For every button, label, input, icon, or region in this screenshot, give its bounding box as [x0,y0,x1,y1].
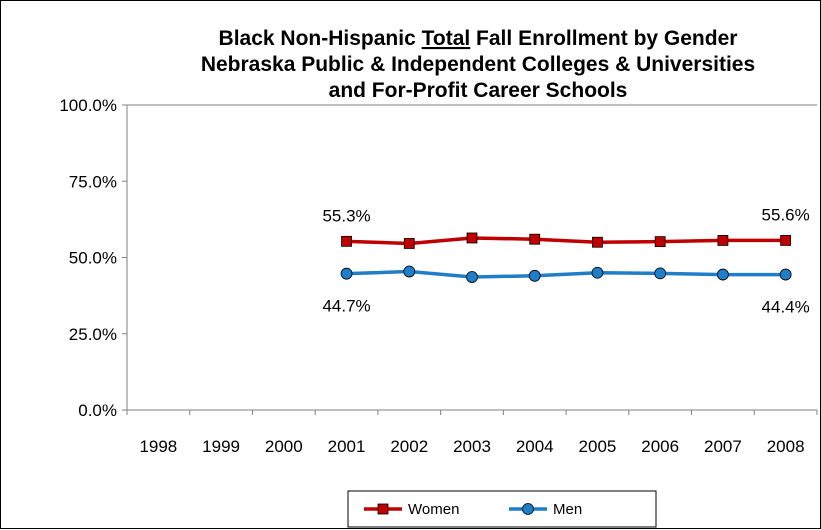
data-point-men [591,266,604,279]
data-point-women [341,235,352,247]
x-tick-label: 2001 [328,437,366,456]
data-point-women [592,236,603,248]
data-labels: 55.3% 55.6% 44.7% 44.4% [322,205,809,316]
x-tick-label: 2008 [767,437,805,456]
x-tick-label: 2003 [453,437,491,456]
x-tick-label: 2005 [579,437,617,456]
x-tick-label: 2000 [265,437,303,456]
data-point-men [779,268,792,281]
x-tick-label: 2006 [641,437,679,456]
y-tick-label: 25.0% [69,325,117,344]
series-men [340,265,792,283]
chart-title-line-3: and For-Profit Career Schools [329,79,628,102]
data-point-men [528,269,541,282]
axes: 0.0% 25.0% 50.0% 75.0% 100.0% 1998 1999 2000 200… [59,96,818,456]
series-line-men [346,269,786,279]
data-point-men [466,271,478,283]
y-tick-label: 100.0% [59,96,117,115]
data-label-women: 55.6% [762,205,810,224]
data-point-men [717,268,729,281]
data-point-women [780,235,792,246]
data-label-men: 44.4% [762,298,810,317]
data-point-men [654,267,667,280]
chart-title-line-2: Nebraska Public & Independent Colleges &… [201,53,755,76]
chart-title: Black Non-Hispanic Total Fall Enrollment… [201,27,755,102]
data-label-women: 55.3% [322,206,370,225]
data-point-women [529,233,541,245]
data-point-women [717,235,729,246]
chart-title-line-1: Black Non-Hispanic Total Fall Enrollment… [219,27,738,50]
y-tick-label: 0.0% [78,401,117,420]
x-tick-label: 2007 [704,437,742,456]
data-point-women [654,236,666,248]
x-tick-label: 2002 [390,437,428,456]
x-tick-label: 2004 [516,437,554,456]
data-point-women [403,238,415,249]
x-tick-label: 1999 [202,437,240,456]
series-lines [340,232,792,283]
data-label-men: 44.7% [322,297,370,316]
legend-label-men: Men [553,501,582,518]
data-point-men [340,267,353,280]
series-line-women [346,236,786,246]
legend-item-men: Men [509,501,582,518]
legend-item-women: Women [364,501,459,518]
legend-marker-circle [522,503,534,515]
legend-marker-square [377,503,389,515]
y-tick-label: 50.0% [69,249,117,268]
data-point-women [466,232,478,244]
x-tick-label: 1998 [139,437,177,456]
data-point-men [403,265,416,278]
y-tick-label: 75.0% [69,172,117,191]
series-women [341,232,792,249]
legend-label-women: Women [408,501,459,518]
chart-title-underlined-word: Total [422,27,471,50]
legend: Women Men [347,490,657,528]
